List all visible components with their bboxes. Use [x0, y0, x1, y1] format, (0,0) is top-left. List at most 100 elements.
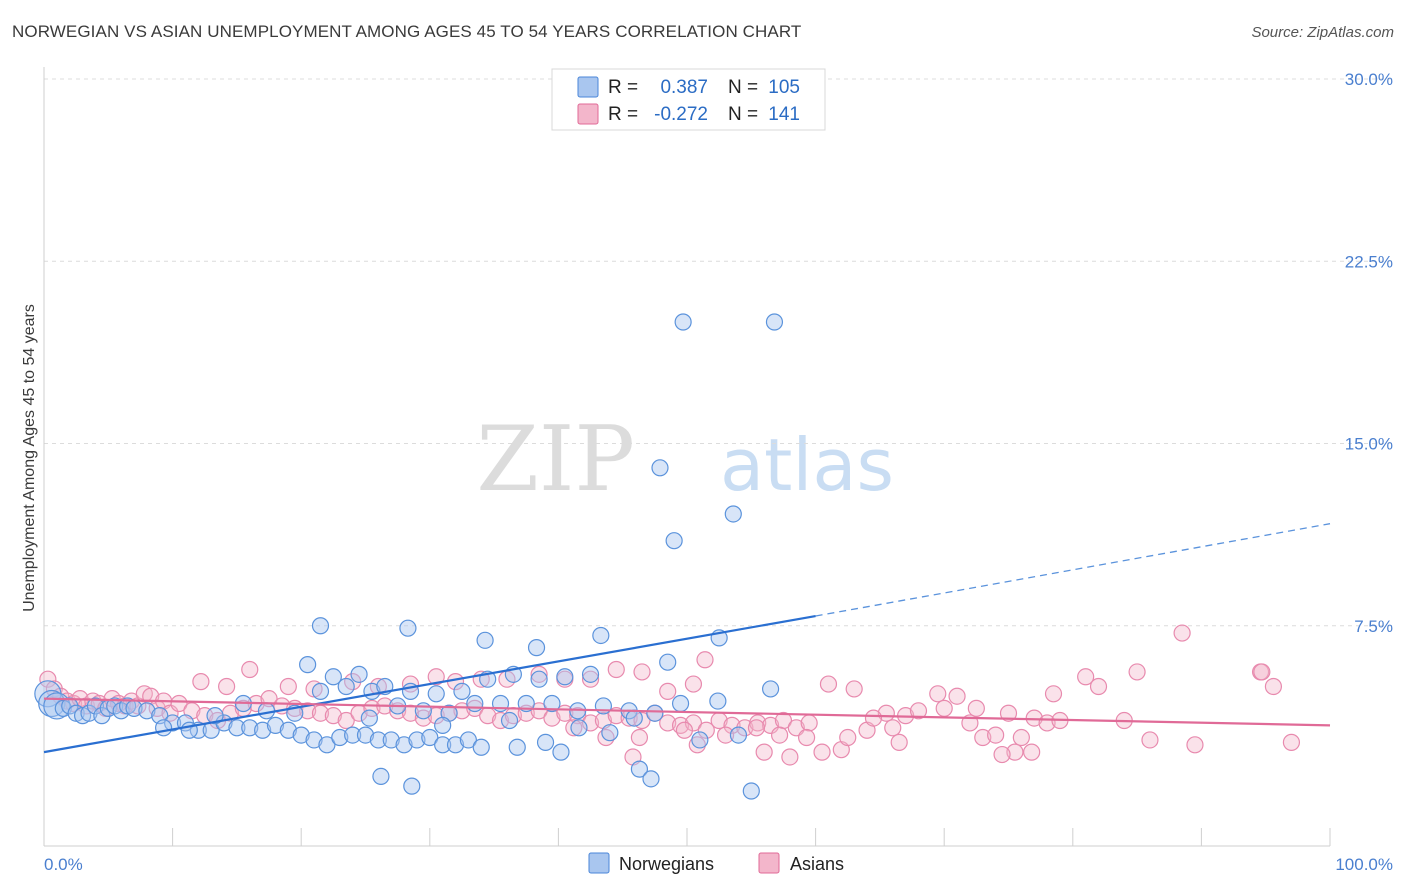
norwegian-point-37 — [421, 728, 439, 747]
asian-point-125 — [935, 699, 953, 717]
asian-point-86 — [633, 663, 651, 681]
watermark-atlas: atlas — [720, 423, 894, 507]
asian-point-116 — [630, 728, 649, 747]
norwegian-point-63 — [299, 656, 317, 674]
norwegian-point-48 — [311, 682, 330, 700]
norwegian-point-93 — [665, 532, 683, 550]
asian-point-33 — [337, 711, 355, 730]
legend-box: R = 0.387 N = 105 R = -0.272 N = 141 — [551, 68, 826, 131]
legend-n-value-1: 105 — [768, 77, 800, 98]
norwegian-point-8 — [86, 697, 105, 715]
x-tick-label-0: 0.0% — [44, 855, 83, 874]
legend-swatch-norwegians — [577, 76, 599, 98]
legend-r-value-1: 0.387 — [660, 77, 708, 98]
series-asians — [39, 624, 1301, 766]
asian-point-63 — [723, 716, 741, 734]
norwegian-point-101 — [500, 711, 519, 730]
y-tick-label-2: 22.5% — [1345, 252, 1393, 271]
norwegian-point-88 — [642, 770, 660, 788]
gridlines — [44, 78, 1392, 627]
norwegian-point-100 — [360, 709, 378, 727]
asian-point-130 — [565, 719, 583, 737]
norwegian-point-17 — [164, 714, 182, 732]
asian-point-105 — [1141, 731, 1159, 749]
asian-point-119 — [755, 743, 773, 761]
norwegian-point-76 — [399, 619, 417, 637]
norwegian-point-65 — [350, 665, 368, 683]
asian-point-70 — [192, 673, 210, 691]
source-label: Source: ZipAtlas.com — [1251, 24, 1394, 41]
y-tick-label-3: 30.0% — [1345, 70, 1393, 89]
bottom-legend-swatch-asians — [758, 852, 780, 874]
asian-point-138 — [864, 709, 883, 727]
asian-point-71 — [218, 677, 236, 696]
legend-n-label-2: N = — [728, 104, 758, 125]
asian-point-82 — [530, 665, 548, 683]
asian-point-39 — [414, 709, 432, 727]
norwegian-point-15 — [138, 702, 156, 720]
asian-point-73 — [279, 677, 297, 696]
norwegian-point-83 — [372, 767, 390, 786]
asian-point-104 — [1089, 677, 1108, 696]
norwegian-point-22 — [228, 719, 246, 737]
norwegian-point-52 — [414, 702, 432, 720]
norwegian-point-87 — [630, 760, 649, 778]
asian-point-129 — [688, 736, 706, 754]
chart-title: NORWEGIAN VS ASIAN UNEMPLOYMENT AMONG AG… — [12, 22, 802, 41]
norwegian-point-95 — [536, 733, 555, 751]
asian-point-96 — [999, 704, 1018, 722]
bottom-legend-asians: Asians — [790, 854, 844, 874]
asian-point-48 — [530, 702, 548, 720]
asian-point-140 — [1173, 624, 1191, 642]
asian-point-102 — [1012, 728, 1030, 747]
asian-point-137 — [716, 726, 735, 744]
norwegian-point-32 — [356, 726, 375, 744]
asian-point-72 — [241, 660, 259, 679]
asian-point-124 — [909, 702, 928, 720]
norwegian-point-68 — [427, 685, 445, 703]
x-ticks — [43, 828, 1331, 846]
norwegian-point-49 — [337, 677, 355, 696]
asian-point-117 — [696, 651, 714, 669]
trend-line-norwegians-extrapolated — [815, 523, 1331, 617]
trend-lines — [43, 523, 1331, 754]
norwegian-point-94 — [724, 505, 742, 523]
norwegian-point-97 — [691, 731, 709, 749]
asian-point-111 — [1128, 663, 1146, 681]
norwegian-point-72 — [530, 670, 548, 688]
legend-r-label-2: R = — [608, 104, 638, 125]
norwegian-point-84 — [403, 777, 421, 795]
norwegian-point-30 — [331, 728, 349, 747]
norwegian-point-77 — [476, 631, 494, 649]
asian-point-93 — [929, 685, 947, 703]
asian-point-58 — [659, 714, 677, 732]
x-tick-label-1: 100.0% — [1335, 855, 1393, 874]
norwegian-point-25 — [266, 716, 285, 734]
y-tick-label-0: 7.5% — [1354, 617, 1393, 636]
bottom-legend-norwegians: Norwegians — [619, 854, 714, 874]
asian-point-135 — [839, 728, 857, 747]
y-tick-label-1: 15.0% — [1345, 435, 1393, 454]
norwegian-point-86 — [552, 743, 570, 761]
norwegian-point-26 — [279, 721, 297, 739]
norwegian-point-73 — [556, 668, 574, 686]
asian-point-0 — [39, 670, 57, 688]
asian-point-20 — [170, 694, 188, 713]
norwegian-point-82 — [761, 680, 780, 698]
asian-point-128 — [1023, 743, 1041, 761]
norwegian-point-34 — [382, 731, 400, 749]
norwegian-point-28 — [305, 731, 323, 749]
legend-swatch-asians — [577, 103, 599, 125]
norwegian-point-24 — [254, 721, 272, 739]
norwegian-point-78 — [527, 639, 546, 657]
asian-point-106 — [1186, 736, 1204, 754]
asian-point-139 — [890, 733, 908, 751]
norwegian-point-85 — [508, 738, 526, 756]
asian-point-87 — [659, 682, 677, 700]
norwegian-point-54 — [466, 694, 484, 713]
norwegian-point-64 — [324, 668, 342, 686]
asian-point-120 — [781, 748, 799, 766]
norwegian-point-39 — [446, 736, 465, 754]
norwegian-point-61 — [646, 704, 664, 722]
